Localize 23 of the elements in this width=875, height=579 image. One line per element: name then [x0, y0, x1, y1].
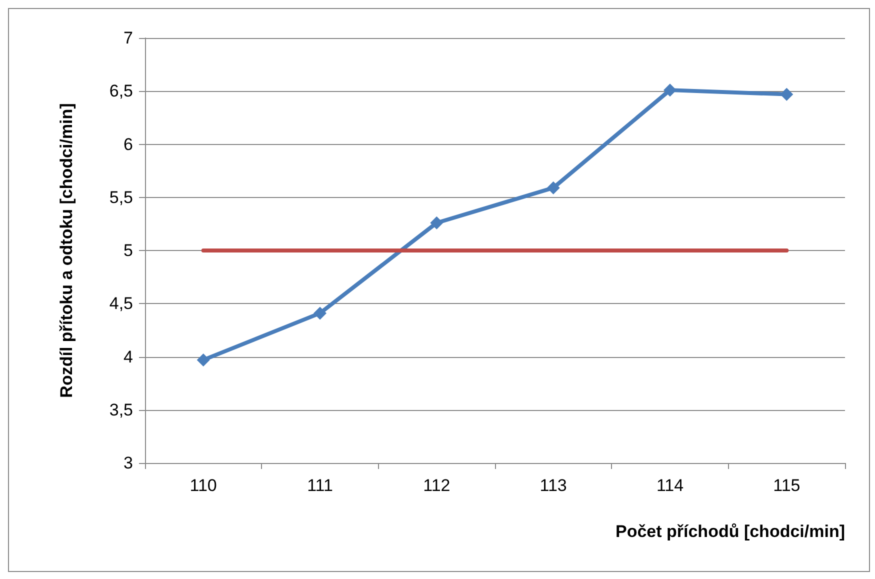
point — [546, 181, 560, 194]
x-tick-label: 113 — [540, 476, 567, 495]
point — [780, 88, 794, 101]
y-tick-label: 6 — [124, 134, 133, 154]
x-tick-label: 112 — [423, 476, 450, 495]
x-axis-title: Počet příchodů [chodci/min] — [615, 522, 845, 541]
point — [430, 216, 444, 230]
y-axis-title: Rozdíl přítoku a odtoku [chodci/min] — [57, 103, 76, 398]
x-tick-label: 110 — [190, 476, 217, 495]
y-tick-label: 6,5 — [109, 82, 133, 101]
point — [314, 306, 326, 320]
x-tick-label: 115 — [773, 476, 800, 495]
x-tick-label: 114 — [656, 476, 684, 495]
y-tick-label: 4 — [124, 347, 133, 366]
point — [664, 84, 676, 97]
point — [196, 353, 210, 366]
y-tick-label: 5,5 — [109, 188, 133, 207]
y-tick-label: 3,5 — [109, 400, 133, 420]
y-tick-label: 7 — [124, 28, 133, 48]
y-tick-label: 5 — [124, 241, 133, 260]
x-tick-label: 111 — [307, 476, 333, 495]
y-tick-label: 4,5 — [109, 294, 133, 314]
y-tick-label: 3 — [124, 454, 133, 472]
